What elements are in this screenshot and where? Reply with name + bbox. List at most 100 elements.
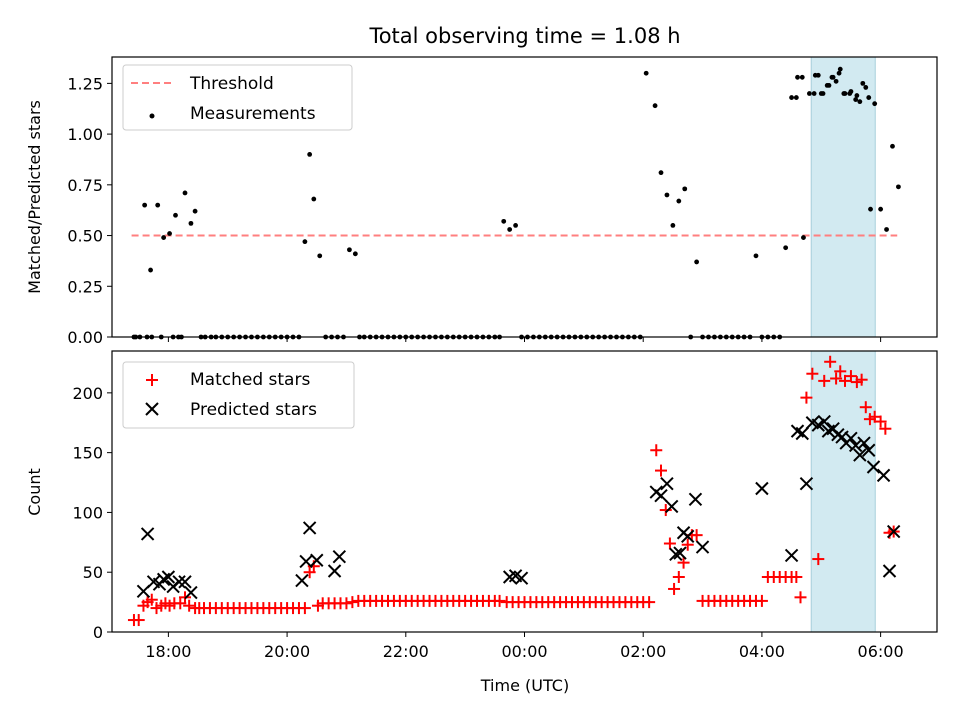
measurement-point <box>826 83 832 88</box>
predicted-point <box>673 546 687 560</box>
predicted-point <box>755 481 769 496</box>
highlight-span-top <box>810 56 876 338</box>
predicted-point <box>857 436 871 450</box>
measurement-point <box>155 202 161 208</box>
predicted-point-b <box>310 553 324 567</box>
predicted-point-b <box>795 426 809 441</box>
predicted-point-b <box>688 492 703 506</box>
matched-point <box>493 594 506 607</box>
measurement-point <box>890 143 895 149</box>
measurement-point <box>652 103 658 109</box>
predicted-point-b <box>146 575 161 589</box>
measurement-point <box>841 91 847 96</box>
measurement-point <box>311 196 317 202</box>
measurement-point <box>167 231 172 236</box>
matched-point <box>874 415 887 428</box>
measurement-point <box>854 93 860 98</box>
predicted-point <box>695 540 710 554</box>
measurement-point <box>795 74 800 80</box>
measurement-point <box>884 227 889 232</box>
matched-point <box>663 537 676 550</box>
legend-measurements-label: Measurements <box>190 104 316 124</box>
ratio-x-ticks <box>167 337 882 342</box>
predicted-point <box>310 553 324 567</box>
predicted-point-b <box>876 468 891 483</box>
matched-point <box>655 464 668 477</box>
predicted-point <box>184 585 198 600</box>
matched-point <box>690 529 703 542</box>
ratio-legend-box <box>122 64 353 131</box>
predicted-point-b <box>660 477 674 491</box>
measurement-point <box>860 80 866 86</box>
predicted-point-b <box>302 521 317 535</box>
legend-predicted-swatch <box>145 402 159 416</box>
matched-point <box>879 422 892 435</box>
y-tick-label: 1.25 <box>67 74 103 93</box>
measurement-point <box>148 267 153 273</box>
measurement-point <box>847 91 853 96</box>
predicted-point-b <box>784 548 799 563</box>
predicted-point <box>161 570 176 584</box>
measurement-point <box>161 235 167 240</box>
measurement-point <box>670 223 676 228</box>
legend-matched-label: Matched stars <box>190 370 310 390</box>
y-tick-label: 0.50 <box>67 227 103 246</box>
y-tick-label: 150 <box>72 444 103 463</box>
measurement-point <box>188 220 194 226</box>
matched-point <box>659 504 672 517</box>
legend-measurements-swatch <box>149 113 155 119</box>
measurement-point <box>811 91 817 96</box>
count-panel: 0 50 100 150 200 18:00 20:00 22:00 00:00 02:00 04… <box>25 350 938 695</box>
measurement-point <box>352 251 358 257</box>
x-axis-label: Time (UTC) <box>480 676 569 695</box>
ratio-y-ticks: 0.00 0.25 0.50 0.75 1.00 1.25 <box>67 74 112 347</box>
predicted-point-b <box>848 438 863 453</box>
matched-point <box>340 597 353 610</box>
y-tick-label: 50 <box>83 563 103 582</box>
matched-point <box>145 593 158 606</box>
measurement-point <box>793 95 799 100</box>
x-tick-label: 20:00 <box>264 642 310 661</box>
matched-point <box>650 444 663 457</box>
predicted-point <box>332 549 347 564</box>
predicted-point-b <box>866 460 881 474</box>
measurement-point <box>815 72 821 78</box>
measurement-point <box>694 259 700 265</box>
x-tick-label: 22:00 <box>383 642 429 661</box>
count-y-ticks: 0 50 100 150 200 <box>72 384 112 642</box>
matched-point <box>183 599 196 612</box>
x-tick-label: 04:00 <box>739 642 785 661</box>
measurement-point <box>182 190 188 196</box>
predicted-point-b <box>295 573 309 588</box>
measurement-point <box>783 245 789 251</box>
y-tick-label: 0.00 <box>67 328 103 347</box>
predicted-point-b <box>184 585 198 600</box>
measurement-point <box>302 239 308 245</box>
predicted-point-b <box>799 477 814 491</box>
matched-point <box>830 372 843 385</box>
measurement-point <box>820 91 826 96</box>
matched-point <box>643 596 656 609</box>
y-tick-label: 200 <box>72 384 103 403</box>
matched-point <box>834 365 847 378</box>
matched-point <box>818 374 831 387</box>
predicted-point-b <box>508 569 523 583</box>
matched-point <box>859 401 872 414</box>
predicted-point <box>299 554 313 569</box>
predicted-point-b <box>862 443 876 457</box>
matched-point <box>824 355 837 368</box>
predicted-point <box>784 548 799 563</box>
measurement-point <box>896 184 901 190</box>
measurement-point <box>307 151 313 157</box>
predicted-point <box>669 547 683 561</box>
matched-point <box>132 614 145 627</box>
count-legend: Matched stars Predicted stars <box>122 361 355 429</box>
matched-point <box>794 591 807 604</box>
predicted-point <box>688 492 703 506</box>
ratio-panel: 0.00 0.25 0.50 0.75 1.00 1.25 Matched/Predict… <box>25 56 938 347</box>
predicted-point <box>799 477 814 491</box>
x-tick-label: 02:00 <box>620 642 666 661</box>
predicted-point-b <box>664 499 679 514</box>
matched-point <box>844 370 857 383</box>
chart-title: Total observing time = 1.08 h <box>368 24 680 48</box>
